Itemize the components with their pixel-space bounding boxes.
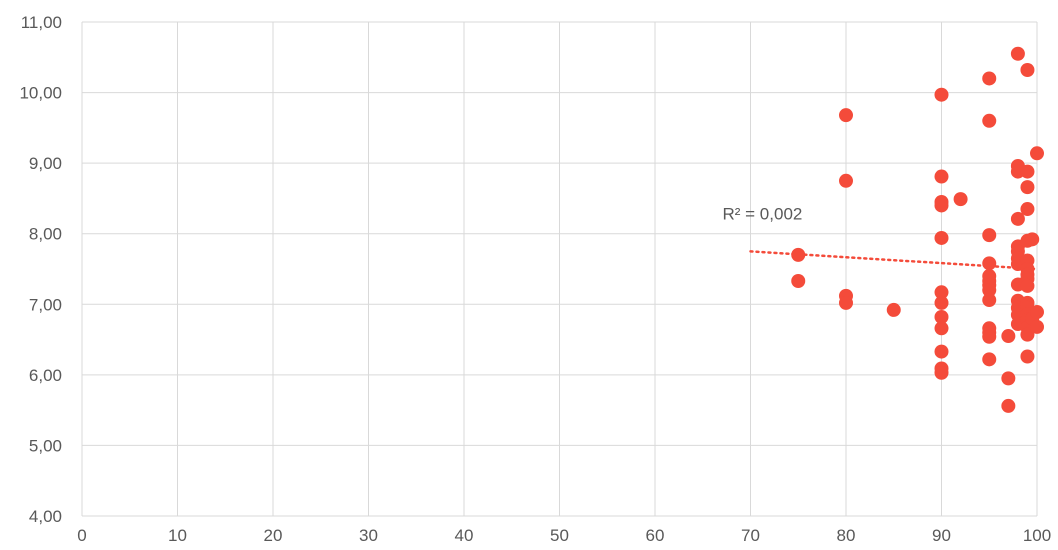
data-point (934, 169, 949, 184)
data-point (934, 87, 949, 102)
y-axis-tick-labels: 4,00 5,00 6,00 7,00 8,00 9,00 10,00 11,00 (19, 13, 62, 526)
x-tick-label: 100 (1023, 526, 1051, 545)
data-point (1020, 278, 1035, 293)
gridlines (81, 21, 1038, 517)
data-point (1020, 327, 1035, 342)
y-tick-label: 8,00 (29, 225, 62, 244)
data-point (839, 295, 853, 310)
data-point (934, 309, 949, 324)
x-tick-label: 0 (77, 526, 86, 545)
data-point (982, 256, 997, 271)
y-tick-label: 11,00 (21, 13, 62, 32)
x-tick-label: 20 (264, 526, 283, 545)
data-point (1025, 232, 1040, 247)
data-point (982, 352, 997, 367)
data-point (934, 285, 949, 300)
x-tick-label: 90 (932, 526, 951, 545)
data-point (1020, 202, 1035, 217)
data-points (791, 46, 1044, 413)
y-tick-label: 10,00 (19, 84, 62, 103)
r-squared-label: R² = 0,002 (723, 204, 803, 223)
x-tick-label: 40 (455, 526, 474, 545)
x-tick-label: 70 (741, 526, 760, 545)
data-point (953, 192, 968, 207)
data-point (1030, 146, 1044, 161)
data-point (934, 198, 949, 213)
data-point (934, 295, 949, 310)
y-tick-label: 5,00 (29, 436, 62, 455)
x-tick-label: 50 (550, 526, 569, 545)
data-point (1020, 349, 1035, 364)
x-tick-label: 60 (646, 526, 665, 545)
data-point (791, 273, 806, 288)
data-point (934, 321, 949, 336)
data-point (1020, 62, 1035, 77)
data-point (1010, 211, 1025, 226)
data-point (1001, 398, 1016, 413)
data-point (1001, 371, 1016, 386)
data-point (982, 293, 997, 308)
data-point (1020, 180, 1035, 195)
data-point (1030, 305, 1044, 320)
data-point (934, 344, 949, 359)
data-point (982, 71, 997, 86)
data-point (982, 329, 997, 344)
x-axis-tick-labels: 0 10 20 30 40 50 60 70 80 90 100 (77, 526, 1051, 545)
x-tick-label: 10 (168, 526, 187, 545)
y-tick-label: 7,00 (29, 295, 62, 314)
data-point (982, 228, 997, 243)
data-point (982, 113, 997, 128)
data-point (1001, 329, 1016, 344)
data-point (934, 230, 949, 245)
data-point (886, 302, 901, 317)
data-point (1030, 319, 1044, 334)
y-tick-label: 9,00 (29, 154, 62, 173)
data-point (934, 365, 949, 380)
data-point (839, 108, 853, 123)
y-tick-label: 4,00 (29, 507, 62, 526)
data-point (1020, 164, 1035, 179)
data-point (791, 247, 806, 262)
x-tick-label: 80 (837, 526, 856, 545)
data-point (839, 173, 853, 188)
data-point (982, 283, 997, 298)
y-tick-label: 6,00 (29, 366, 62, 385)
x-tick-label: 30 (359, 526, 378, 545)
data-point (1010, 46, 1025, 61)
